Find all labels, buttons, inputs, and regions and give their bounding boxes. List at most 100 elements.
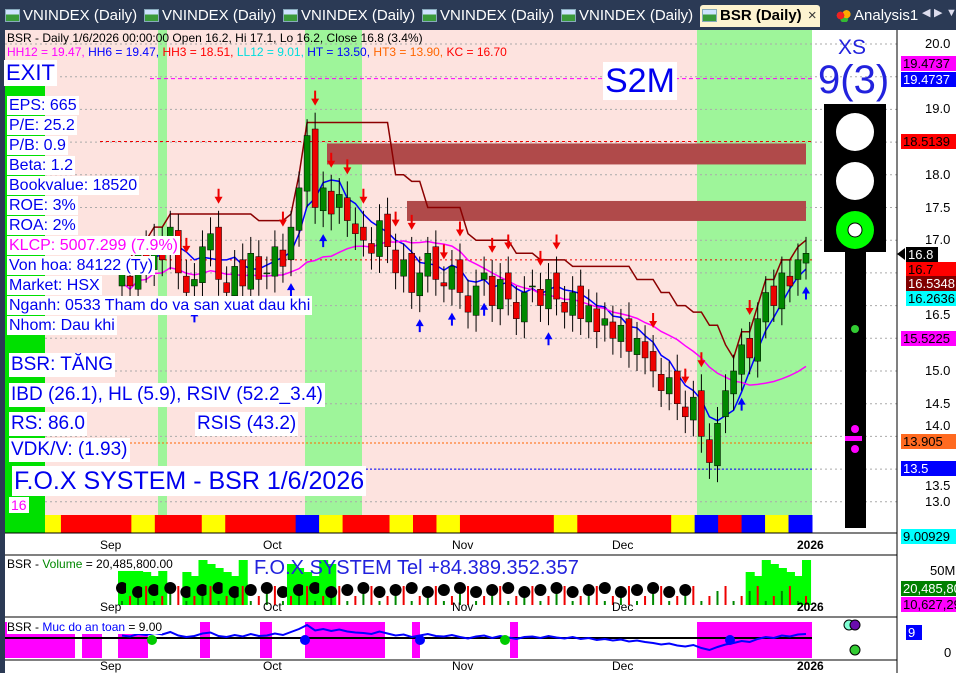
volume-dot (663, 586, 676, 598)
candle-body (287, 226, 295, 261)
candle-body (295, 187, 303, 231)
candle-body (191, 279, 198, 287)
candle-body (231, 266, 238, 297)
trend-strip-segment (389, 515, 414, 533)
safety-zone (260, 622, 272, 658)
candle-body (762, 292, 770, 323)
price-level-tag: 15.5225 (901, 331, 956, 346)
ht-value: HT = 13.50, (307, 45, 371, 59)
volume-dot (453, 582, 466, 594)
sell-arrow-icon (407, 214, 416, 230)
legend-dot (849, 644, 861, 656)
trend-strip-segment (483, 515, 508, 533)
trend-strip-segment (741, 515, 766, 533)
tab-analysis1[interactable]: Analysis1 (834, 5, 918, 27)
pole-dot (851, 445, 859, 453)
candle-body (722, 390, 729, 418)
trend-strip-segment (530, 515, 555, 533)
roa-label: ROA: 2% (7, 216, 78, 235)
candle-body (601, 318, 609, 326)
candle-body (279, 249, 287, 267)
candle-body (778, 272, 786, 310)
tab-vnindex-daily-5[interactable]: VNINDEX (Daily) (559, 5, 693, 27)
tab-label: VNINDEX (Daily) (23, 7, 138, 24)
sell-arrow-icon (278, 211, 287, 227)
resistance-zone (327, 143, 806, 165)
buy-arrow-icon (286, 283, 295, 297)
tab-vnindex-daily-3[interactable]: VNINDEX (Daily) (281, 5, 415, 27)
volume-month-label: Oct (263, 600, 282, 614)
volume-title-value: = 20,485,800.00 (82, 557, 173, 571)
trend-strip-segment (225, 515, 250, 533)
candle-body (183, 275, 190, 293)
candle-body (553, 272, 560, 300)
candle-body (384, 213, 391, 247)
volume-month-label: 2026 (797, 600, 824, 614)
safety-dot (725, 635, 735, 645)
price-chart[interactable] (0, 30, 956, 673)
candle-body (738, 344, 745, 375)
volume-dot (486, 584, 499, 596)
candle-body (665, 377, 673, 395)
candle-body (448, 266, 456, 290)
candle-body (545, 279, 552, 310)
volume-bar (319, 560, 329, 605)
chart-header-levels: HH12 = 19.47, HH6 = 19.47, HH3 = 18.51, … (7, 45, 507, 59)
light-off-icon (836, 162, 874, 200)
tab-vnindex-daily-2[interactable]: VNINDEX (Daily) (142, 5, 276, 27)
trend-strip-segment (788, 515, 813, 533)
trend-strip-segment (272, 515, 297, 533)
volume-dot (325, 586, 338, 598)
close-tab-icon[interactable]: × (807, 7, 817, 24)
tab-vnindex-daily-1[interactable]: VNINDEX (Daily) (3, 5, 137, 27)
tab-menu-button[interactable]: ▼ (946, 7, 956, 19)
pole-marker (845, 436, 862, 441)
trend-strip-segment (671, 515, 696, 533)
market-label: Market: HSX (7, 276, 102, 295)
sell-arrow-icon (182, 237, 191, 253)
candle-body (416, 272, 423, 297)
tab-bsr-daily[interactable]: BSR (Daily) × (700, 5, 820, 27)
volume-bar (198, 560, 208, 605)
sell-arrow-icon (697, 352, 706, 368)
tab-vnindex-daily-4[interactable]: VNINDEX (Daily) (420, 5, 554, 27)
chart-icon (422, 9, 437, 22)
candle-body (352, 223, 359, 234)
candle-body (690, 396, 697, 421)
chart-icon (702, 9, 717, 22)
sell-arrow-icon (488, 237, 497, 253)
volume-dot (116, 582, 128, 594)
safety-zone (510, 622, 518, 658)
tab-next-button[interactable]: ▶ (934, 7, 943, 19)
buy-arrow-icon (415, 319, 424, 333)
trend-strip-segment (131, 515, 156, 533)
tab-label: VNINDEX (Daily) (440, 7, 555, 24)
exit-label: EXIT (4, 60, 57, 86)
volume-dot (293, 584, 306, 596)
safety-dot (147, 635, 157, 645)
rsis-label: RSIS (43.2) (195, 412, 299, 436)
volume-bar (777, 568, 787, 605)
safety-title-value: = 9.00 (125, 620, 163, 634)
trend-strip-segment (436, 515, 461, 533)
trend-strip-segment (765, 515, 790, 533)
candle-body (247, 253, 255, 290)
candle-body (215, 226, 222, 280)
sell-arrow-icon (681, 368, 690, 384)
count-label: 16 (9, 497, 29, 513)
beta-label: Beta: 1.2 (7, 156, 76, 175)
safety-zone (200, 622, 210, 658)
sell-arrow-icon (439, 244, 448, 260)
legend-dot (849, 619, 861, 631)
tab-prev-button[interactable]: ◀ (922, 7, 931, 19)
light-off-icon (836, 113, 874, 151)
candle-body (714, 423, 721, 467)
candle-body (794, 259, 802, 280)
price-level-tag: 13.5 (901, 461, 956, 476)
volume-dot (212, 582, 225, 594)
candle-body (327, 190, 335, 215)
candle-body (344, 197, 351, 221)
s2m-label: S2M (603, 62, 677, 100)
trend-strip-segment (577, 515, 602, 533)
price-month-label: Oct (263, 538, 282, 552)
